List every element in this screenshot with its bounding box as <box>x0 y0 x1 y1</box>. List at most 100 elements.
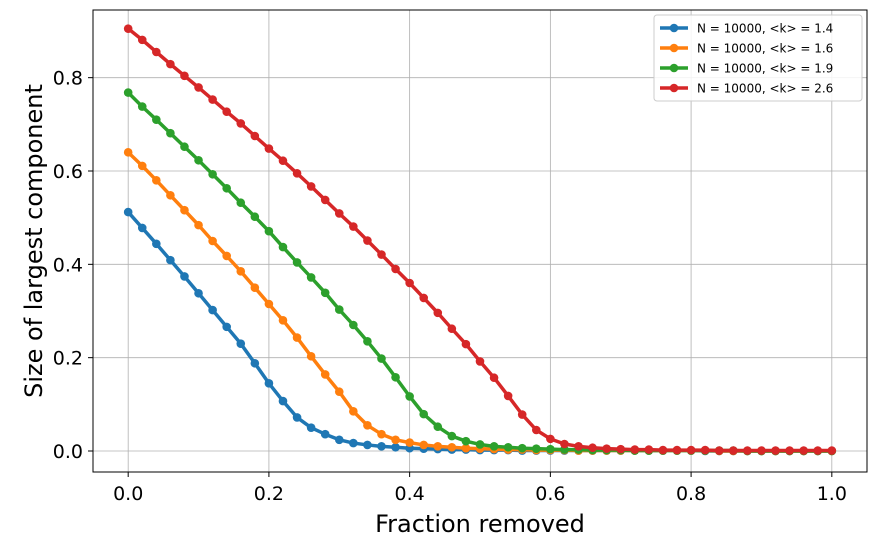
data-point <box>672 445 682 455</box>
data-point <box>827 446 837 455</box>
data-point <box>419 440 429 450</box>
data-point <box>334 209 344 218</box>
data-point <box>391 435 400 445</box>
data-point <box>630 445 640 454</box>
legend-swatch-marker <box>669 23 679 33</box>
data-point <box>433 308 443 318</box>
x-tick-label: 0.6 <box>535 483 565 505</box>
data-point <box>433 442 443 451</box>
data-point <box>222 251 231 261</box>
data-point <box>405 438 414 447</box>
ticks: 0.0 0.2 0.4 0.6 0.8 1.0 0.0 0.2 0.4 0.6 0.8 <box>53 68 847 505</box>
data-point <box>757 446 766 455</box>
data-point <box>349 438 358 448</box>
data-point <box>180 71 189 81</box>
x-tick-label: 0.4 <box>395 483 425 505</box>
data-point <box>334 387 344 397</box>
data-point <box>391 442 400 452</box>
data-point <box>208 95 217 104</box>
y-tick-label: 0.6 <box>53 161 83 183</box>
data-point <box>349 222 358 231</box>
y-tick-label: 0.4 <box>53 254 83 276</box>
data-point <box>194 83 203 92</box>
data-point <box>222 183 231 193</box>
data-point <box>250 283 260 292</box>
x-axis-label: Fraction removed <box>375 510 585 538</box>
data-point <box>560 439 569 449</box>
legend-label: N = 10000, <k> = 1.4 <box>697 22 833 36</box>
data-point <box>123 24 133 33</box>
y-tick-label: 0.8 <box>53 68 83 90</box>
data-point <box>334 305 344 314</box>
data-point <box>278 156 288 166</box>
data-point <box>531 425 541 435</box>
y-tick-label: 0.2 <box>53 348 83 370</box>
data-point <box>236 119 246 128</box>
data-point <box>799 446 808 455</box>
legend-item: N = 10000, <k> = 2.6 <box>660 82 833 96</box>
data-point <box>264 226 274 236</box>
data-point <box>137 35 147 45</box>
data-point <box>123 88 133 97</box>
data-point <box>180 205 189 215</box>
data-point <box>686 445 696 455</box>
data-point <box>517 410 527 419</box>
data-point <box>236 339 246 348</box>
y-axis-label: Size of largest component <box>20 84 48 398</box>
x-tick-label: 1.0 <box>817 483 847 505</box>
data-point <box>334 435 344 445</box>
data-point <box>292 169 302 178</box>
plot-frame <box>92 9 868 473</box>
data-point <box>447 324 457 334</box>
data-point <box>785 446 794 455</box>
data-point <box>700 445 710 455</box>
legend-item: N = 10000, <k> = 1.6 <box>660 42 833 56</box>
data-point <box>447 431 457 441</box>
legend-swatch-marker <box>669 63 679 73</box>
data-point <box>306 423 316 432</box>
legend-swatch-marker <box>669 83 679 93</box>
data-point <box>320 288 330 298</box>
data-point <box>616 444 626 454</box>
series-4 <box>123 24 837 455</box>
legend-label: N = 10000, <k> = 1.9 <box>697 62 833 76</box>
data-point <box>475 357 485 366</box>
data-point <box>475 440 485 449</box>
legend-label: N = 10000, <k> = 1.6 <box>697 42 833 56</box>
legend-item: N = 10000, <k> = 1.4 <box>660 22 833 36</box>
data-point <box>574 442 583 451</box>
data-point <box>363 440 372 450</box>
data-point <box>137 161 147 171</box>
data-point <box>123 207 133 217</box>
data-point <box>461 339 471 349</box>
legend-item: N = 10000, <k> = 1.9 <box>660 62 833 76</box>
data-point <box>461 443 471 453</box>
data-point <box>152 47 161 57</box>
data-point <box>391 264 400 274</box>
data-point <box>306 351 316 361</box>
data-point <box>152 115 161 124</box>
data-point <box>264 379 274 388</box>
data-point <box>306 273 316 282</box>
data-point <box>503 442 513 452</box>
data-point <box>771 446 780 455</box>
data-point <box>236 198 246 208</box>
data-point <box>602 444 611 453</box>
data-point <box>320 195 330 205</box>
data-point <box>250 212 260 222</box>
data-point <box>320 370 330 379</box>
data-point <box>137 223 147 233</box>
data-point <box>194 220 203 230</box>
data-point <box>658 445 668 455</box>
data-point <box>517 443 527 453</box>
data-point <box>208 305 217 315</box>
data-point <box>222 107 231 117</box>
data-point <box>250 358 260 368</box>
data-point <box>447 442 457 452</box>
data-point <box>546 434 555 444</box>
data-point <box>349 407 358 416</box>
data-point <box>152 176 161 185</box>
data-point <box>377 442 386 451</box>
data-point <box>306 182 316 191</box>
